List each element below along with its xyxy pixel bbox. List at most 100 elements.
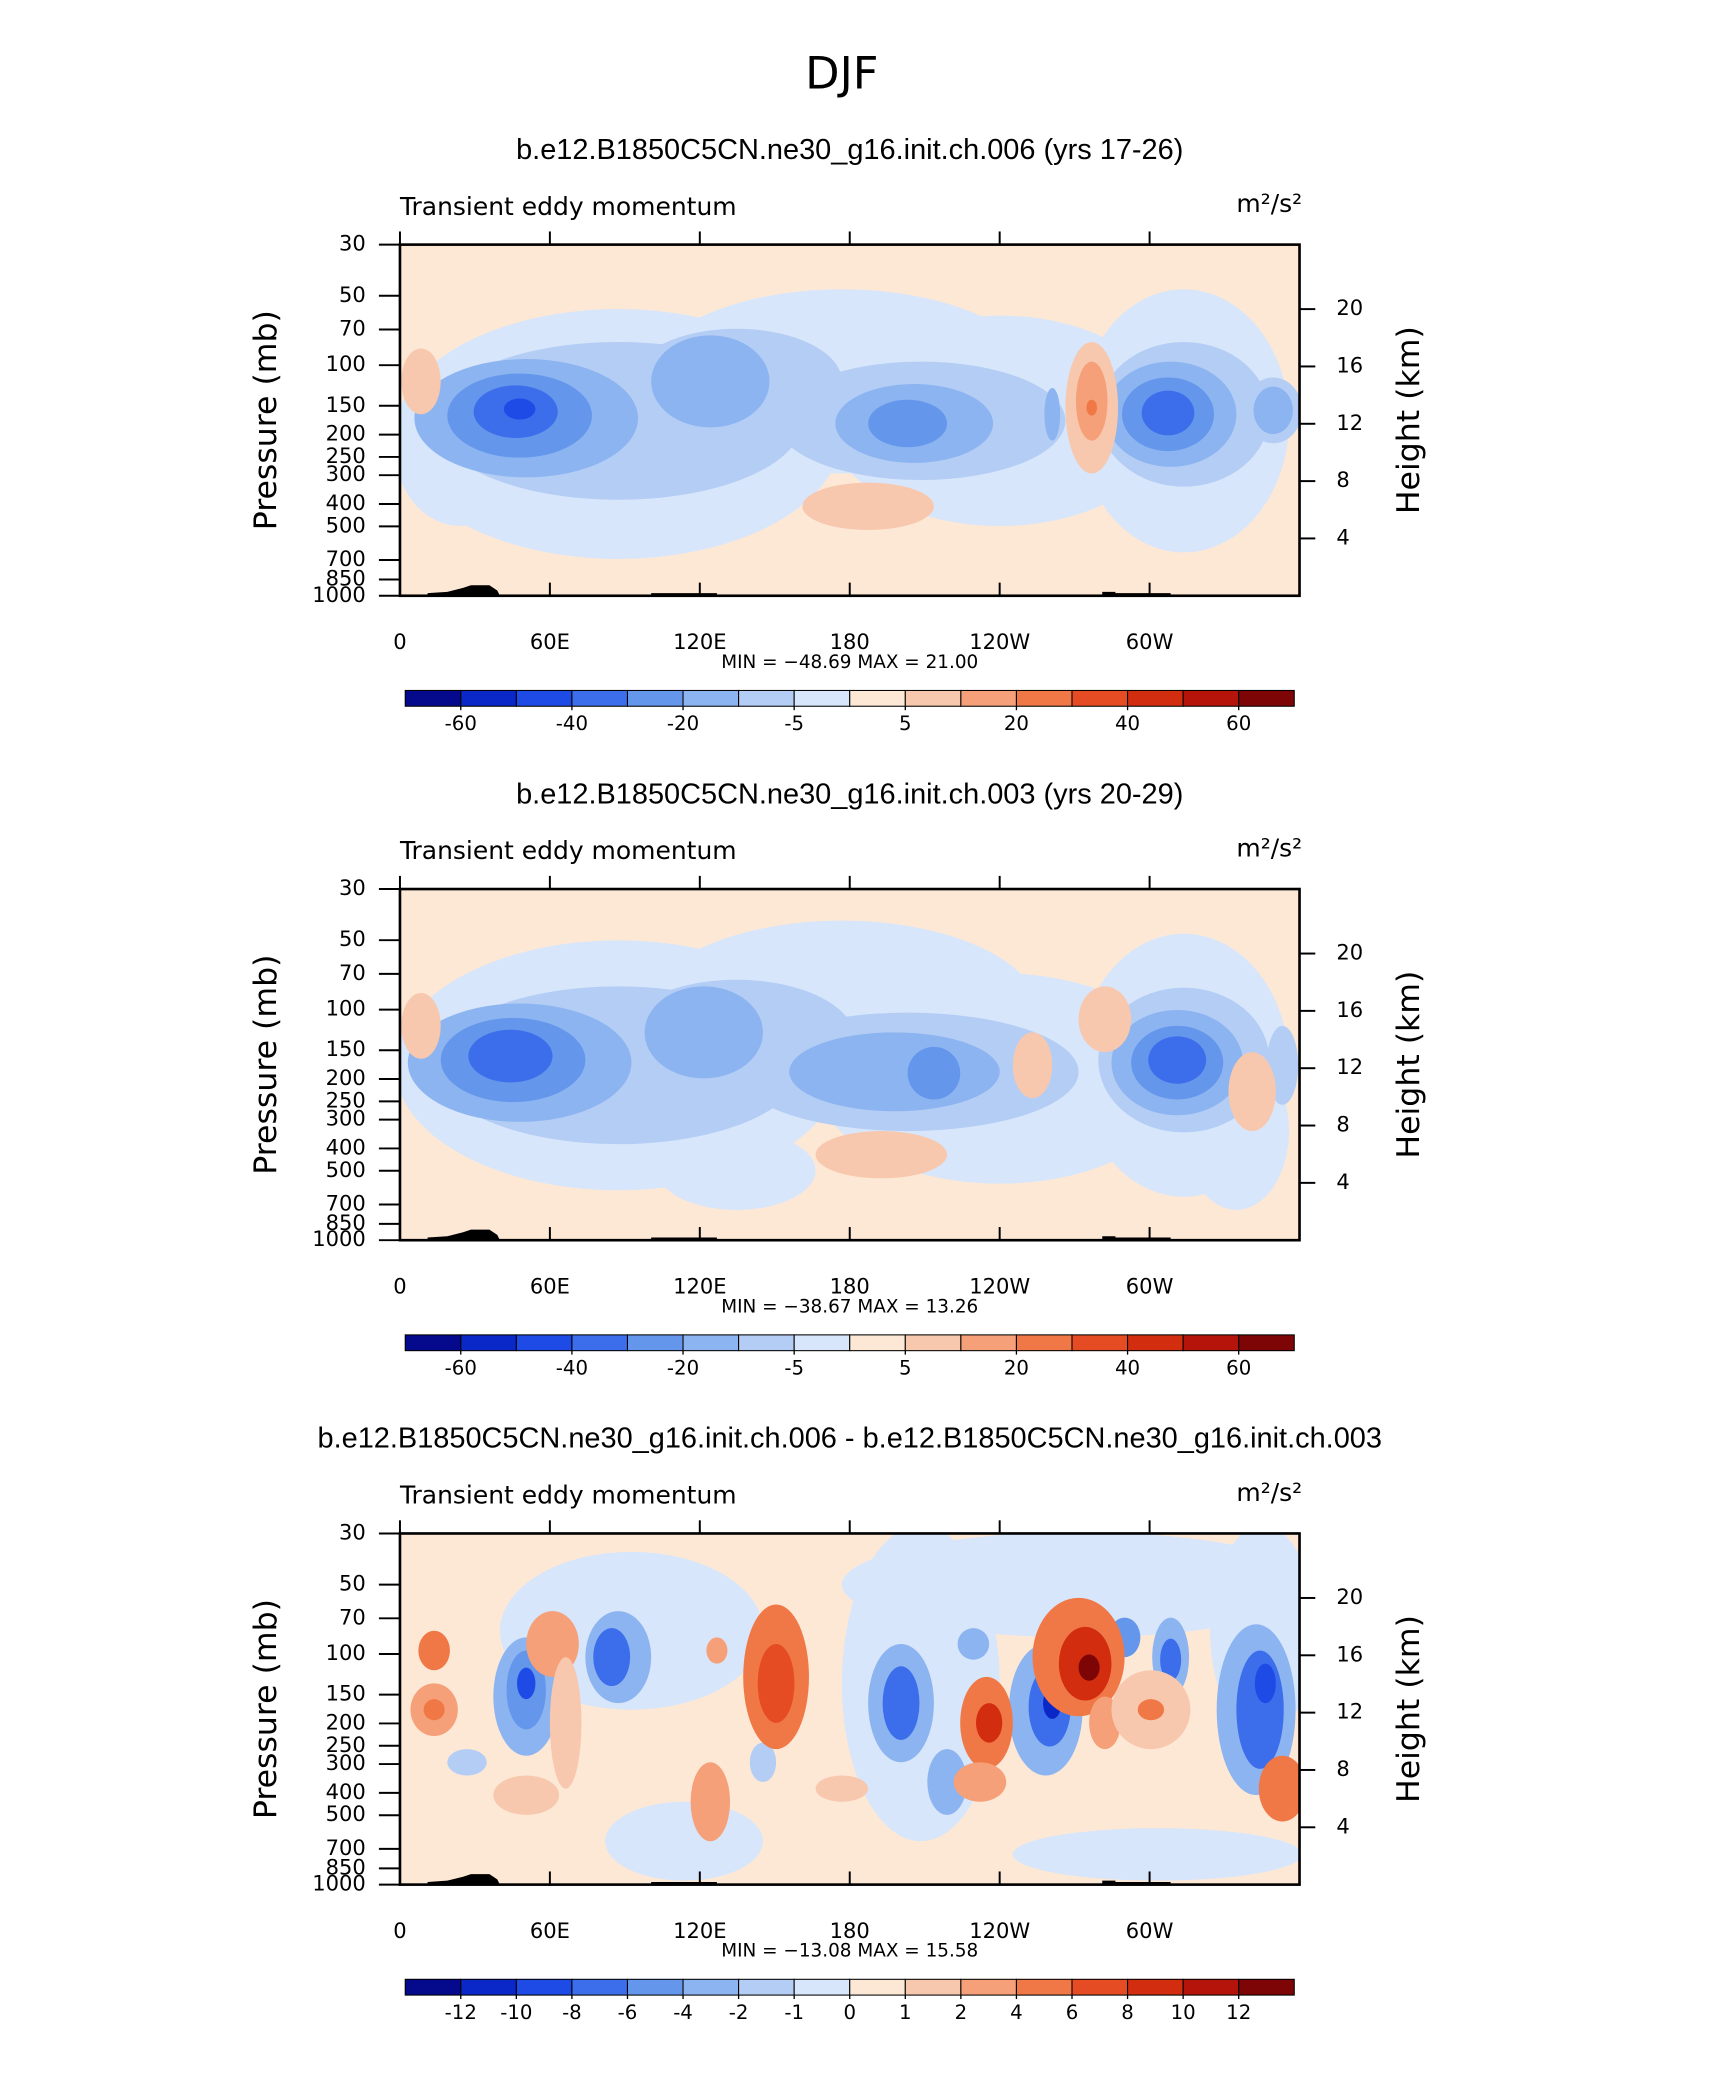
- colorbar-box: [626, 1978, 684, 1996]
- y2-tick-label: 16: [1336, 352, 1363, 377]
- x-tick-label: 180: [830, 1918, 870, 1943]
- panel-title: b.e12.B1850C5CN.ne30_g16.init.ch.003 (yr…: [516, 778, 1183, 810]
- colorbar-box: [793, 1334, 851, 1352]
- y-tick-label: 850: [326, 1854, 366, 1879]
- contour-fill: [1078, 1654, 1100, 1681]
- stats: MIN = −48.69 MAX = 21.00: [721, 652, 978, 673]
- y-tick-label: 400: [326, 490, 366, 515]
- subtitle: Transient eddy momentum: [399, 1481, 737, 1510]
- contour-field: [399, 1533, 1300, 1885]
- colorbar-box: [849, 1978, 906, 1996]
- y-axis-label: Pressure (mb): [248, 310, 284, 530]
- y-tick-label: 50: [339, 282, 366, 307]
- y-tick-label: 30: [339, 231, 366, 256]
- contour-fill: [468, 1029, 553, 1083]
- colorbar-box: [404, 689, 462, 707]
- colorbar-label: 5: [899, 1357, 912, 1380]
- colorbar-box: [904, 1334, 962, 1352]
- contour-fill: [447, 1749, 487, 1776]
- contour-fill: [868, 399, 948, 448]
- x-tick-label: 60E: [530, 629, 570, 654]
- panel-title: b.e12.B1850C5CN.ne30_g16.init.ch.006 (yr…: [516, 134, 1183, 166]
- colorbar-label: -4: [673, 2001, 693, 2024]
- y-tick-label: 500: [326, 1157, 366, 1182]
- y-tick-label: 1000: [312, 1226, 366, 1251]
- stats: MIN = −38.67 MAX = 13.26: [721, 1296, 978, 1317]
- contour-fill: [1258, 1755, 1300, 1822]
- x-tick-label: 180: [830, 629, 870, 654]
- y-tick-label: 850: [326, 565, 366, 590]
- contour-fill: [549, 1657, 582, 1789]
- y2-tick-label: 8: [1336, 1112, 1349, 1137]
- contour-fill: [1148, 1036, 1207, 1084]
- contour-fill: [418, 1630, 450, 1671]
- colorbar-label: -60: [445, 1357, 477, 1380]
- units: m²/s²: [1236, 189, 1302, 218]
- contour-fill: [1254, 1663, 1276, 1704]
- colorbar-box: [1015, 689, 1073, 707]
- y-tick-label: 70: [339, 315, 366, 340]
- y2-tick-label: 16: [1336, 1641, 1363, 1666]
- colorbar-label: 4: [1010, 2001, 1023, 2024]
- colorbar-label: -5: [784, 1357, 804, 1380]
- x-tick-label: 120E: [673, 1918, 726, 1943]
- contour-fill: [789, 1032, 1000, 1112]
- figure-title: DJF: [805, 46, 878, 99]
- colorbar-box: [738, 1978, 795, 1996]
- y-tick-label: 200: [326, 421, 366, 446]
- colorbar-box: [793, 1978, 851, 1996]
- contour-fill: [605, 1801, 763, 1881]
- x-tick-label: 120E: [673, 629, 726, 654]
- colorbar-box: [960, 1978, 1017, 1996]
- colorbar-label: -2: [729, 2001, 749, 2024]
- y-axis-label: Pressure (mb): [248, 955, 284, 1175]
- colorbar-box: [738, 689, 795, 707]
- x-tick-label: 120W: [969, 1274, 1030, 1299]
- colorbar-box: [571, 689, 629, 707]
- x-tick-label: 120E: [673, 1274, 726, 1299]
- colorbar-box: [626, 1334, 684, 1352]
- colorbar-box: [1127, 1334, 1184, 1352]
- colorbar-box: [1015, 1978, 1073, 1996]
- contour-fill: [953, 1762, 1007, 1802]
- colorbar-label: 20: [1004, 712, 1029, 735]
- y-tick-label: 150: [326, 1036, 366, 1061]
- y-tick-label: 700: [326, 546, 366, 571]
- contour-fill: [593, 1628, 631, 1687]
- colorbar-label: -60: [445, 712, 477, 735]
- y-tick-label: 250: [326, 1087, 366, 1112]
- contour-fill: [957, 1628, 990, 1660]
- x-tick-label: 180: [830, 1274, 870, 1299]
- colorbar-label: -40: [556, 712, 588, 735]
- colorbar-box: [1182, 1334, 1240, 1352]
- y-tick-label: 30: [339, 1519, 366, 1544]
- y2-tick-label: 20: [1336, 940, 1363, 965]
- colorbar-box: [1071, 1334, 1129, 1352]
- y-tick-label: 250: [326, 1732, 366, 1757]
- contour-fill: [927, 1749, 967, 1815]
- colorbar-box: [515, 1334, 573, 1352]
- y2-tick-label: 4: [1336, 1169, 1349, 1194]
- colorbar-box: [404, 1334, 462, 1352]
- units: m²/s²: [1236, 834, 1302, 863]
- contour-fill: [1078, 986, 1132, 1053]
- y-tick-label: 250: [326, 443, 366, 468]
- y-tick-label: 200: [326, 1709, 366, 1734]
- stats: MIN = −13.08 MAX = 15.58: [721, 1941, 978, 1962]
- contour-fill: [1012, 1828, 1300, 1881]
- y-tick-label: 50: [339, 926, 366, 951]
- colorbar-label: 10: [1171, 2001, 1196, 2024]
- colorbar-box: [849, 1334, 906, 1352]
- y-tick-label: 300: [326, 1750, 366, 1775]
- contour-fill: [975, 1703, 1003, 1743]
- y2-tick-label: 8: [1336, 1756, 1349, 1781]
- contour-fill: [1137, 1699, 1165, 1721]
- colorbar-label: -20: [667, 712, 699, 735]
- colorbar-box: [960, 1334, 1017, 1352]
- colorbar-box: [682, 1334, 740, 1352]
- y2-tick-label: 12: [1336, 1054, 1363, 1079]
- contour-fill: [907, 1046, 961, 1100]
- x-tick-label: 60W: [1126, 629, 1174, 654]
- contour-fill: [503, 398, 536, 420]
